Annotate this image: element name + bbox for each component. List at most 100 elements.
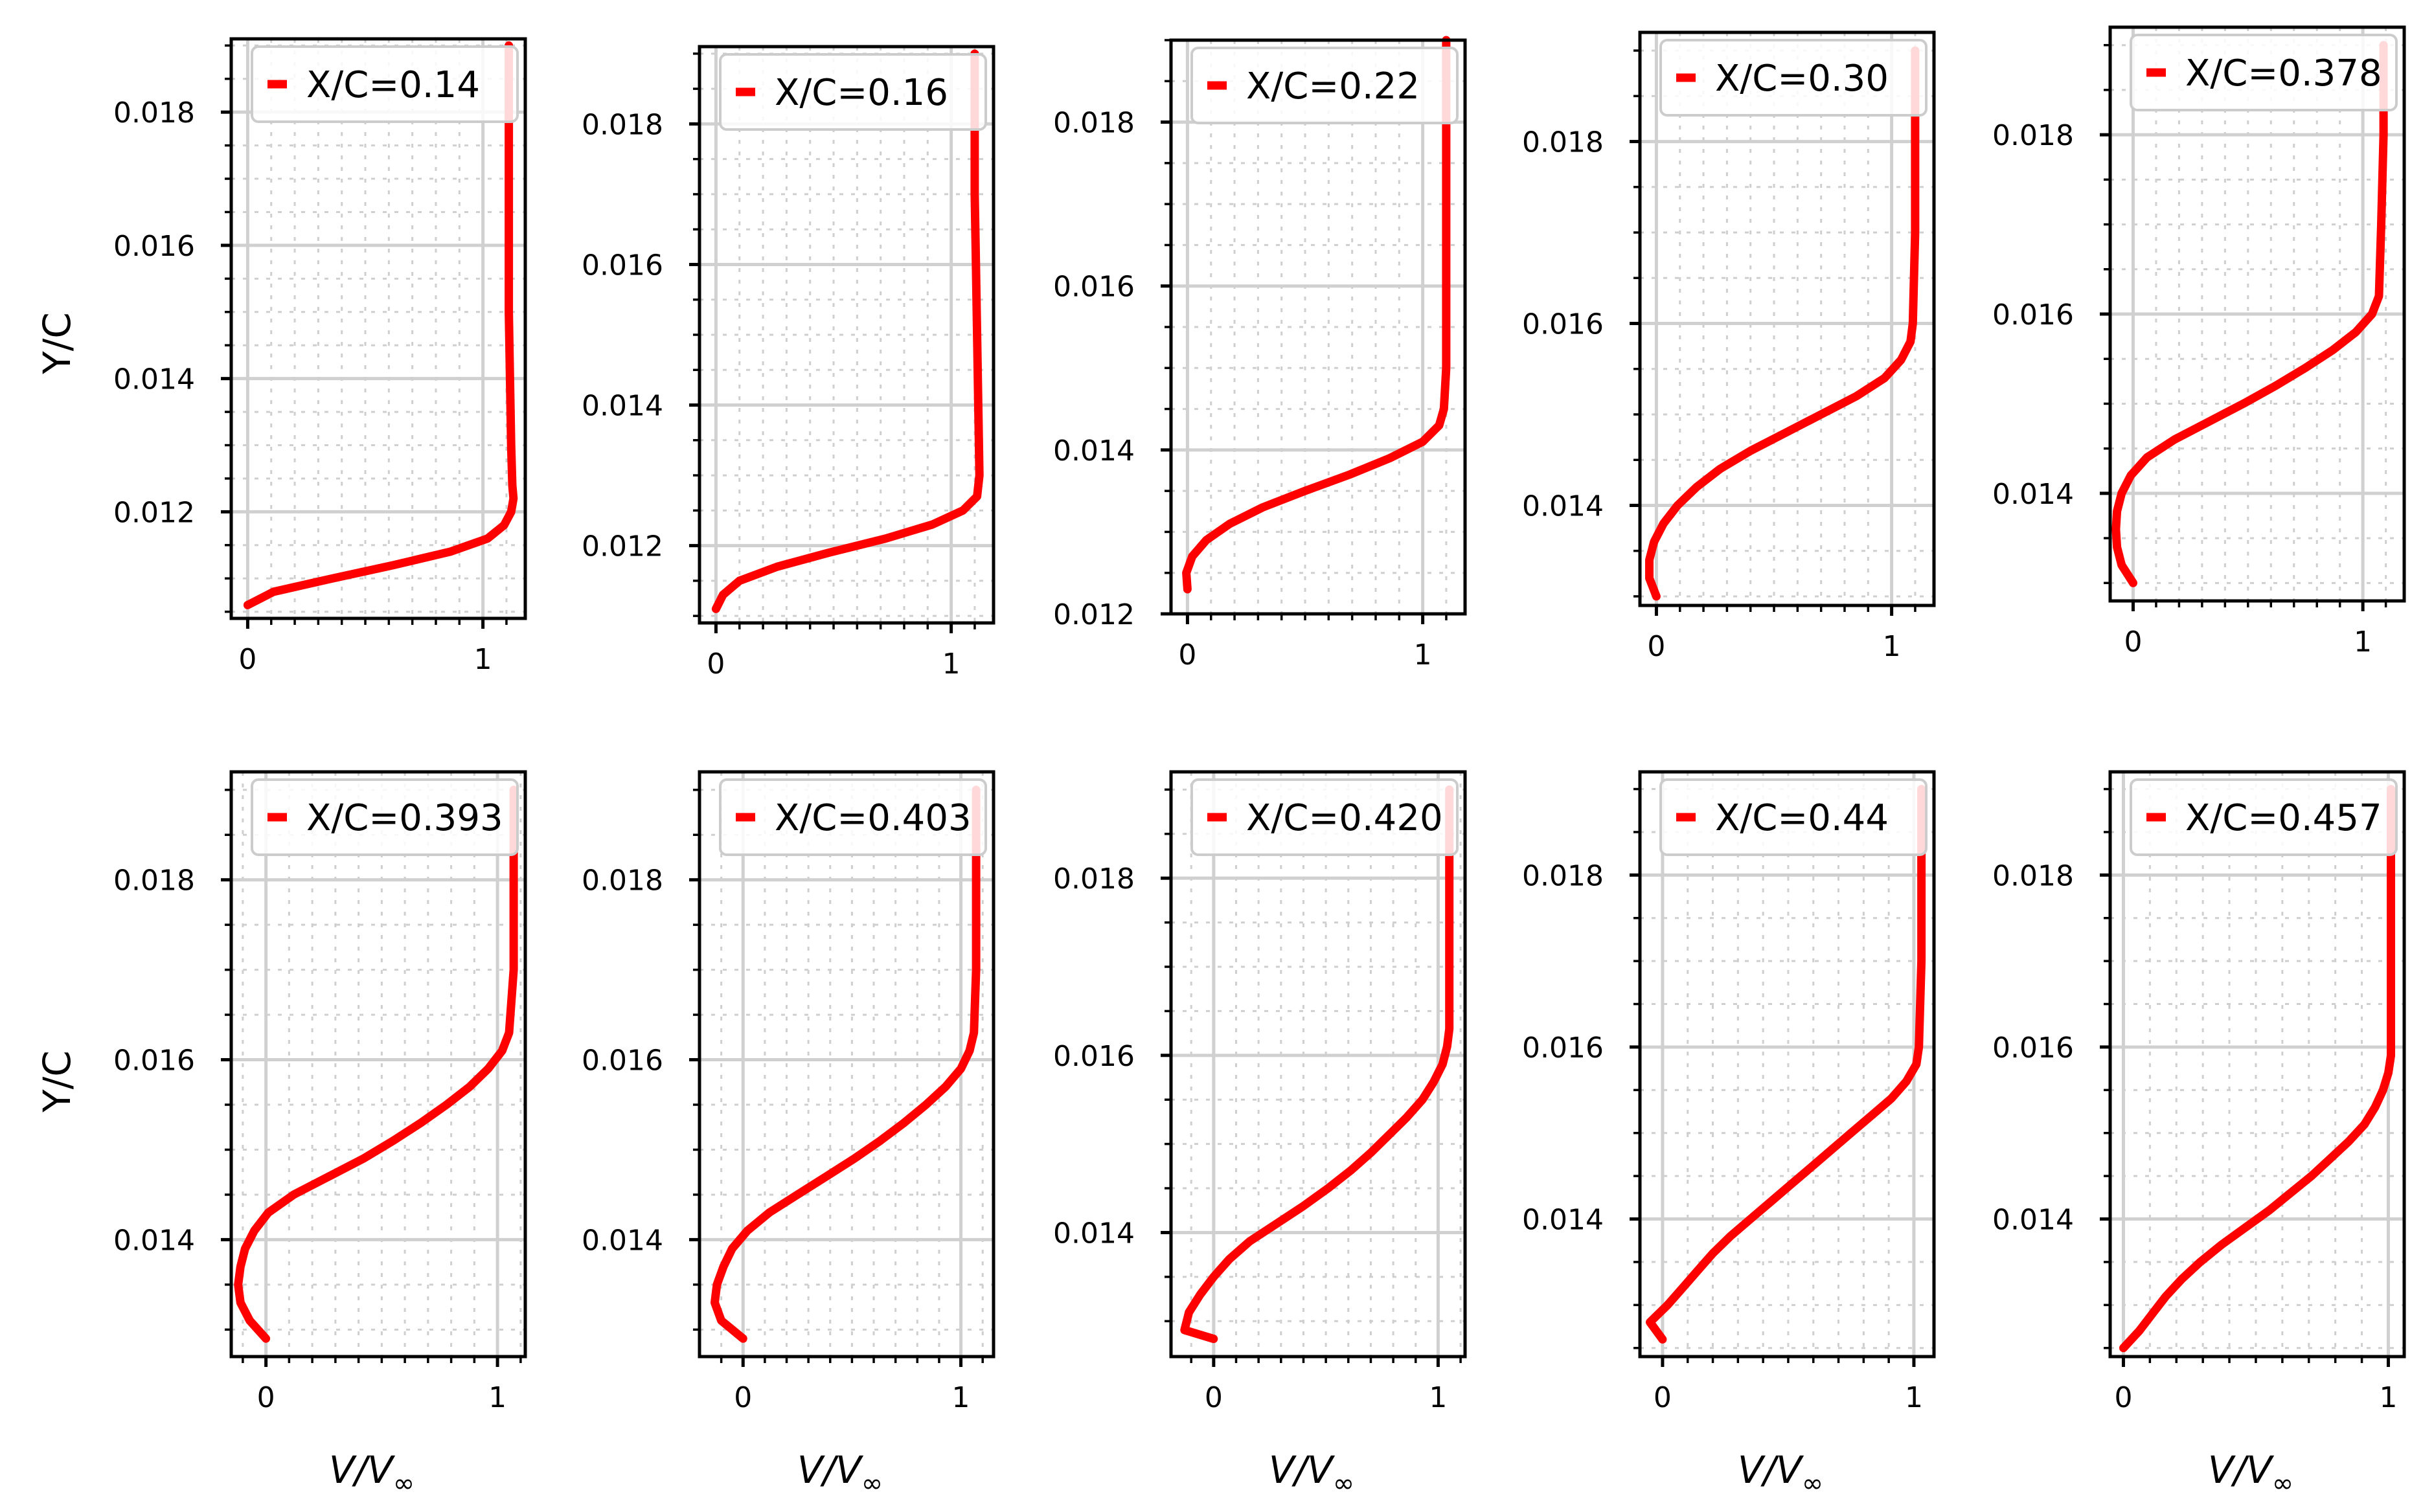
grid xyxy=(1171,39,1465,616)
y-tick-label: 0.018 xyxy=(582,864,663,897)
x-tick-label: 1 xyxy=(952,1381,970,1414)
legend-label: X/C=0.403 xyxy=(775,797,972,839)
axes-frame xyxy=(2108,25,2406,603)
x-tick-label: 0 xyxy=(1654,1381,1672,1414)
x-axis-title: V/V∞ xyxy=(797,1448,883,1498)
series-line xyxy=(234,785,518,1343)
legend: X/C=0.22 xyxy=(1190,47,1459,124)
legend: X/C=0.457 xyxy=(2130,778,2398,856)
y-tick-label: 0.014 xyxy=(1522,490,1604,523)
x-tick-label: 1 xyxy=(474,643,492,676)
axes-frame xyxy=(2108,770,2406,1359)
x-tick-label: 0 xyxy=(1647,630,1665,663)
x-tick-label: 1 xyxy=(1905,1381,1923,1414)
y-tick-label: 0.012 xyxy=(582,530,663,563)
legend-label: X/C=0.378 xyxy=(2185,52,2382,95)
series-line xyxy=(1646,785,1926,1344)
x-tick-label: 0 xyxy=(2114,1381,2132,1414)
legend-box xyxy=(1190,47,1459,124)
series-line xyxy=(2119,785,2395,1353)
subplot-10: 0 1 0.014 0.016 0.018 X/C=0.457 xyxy=(1992,770,2406,1414)
x-tick-label: 1 xyxy=(488,1381,506,1414)
legend-label: X/C=0.16 xyxy=(775,72,948,114)
series-line xyxy=(1645,46,1920,601)
series-line xyxy=(711,49,984,613)
y-tick-label: 0.014 xyxy=(113,363,195,396)
y-tick-label: 0.014 xyxy=(113,1224,195,1257)
x-tick-label: 1 xyxy=(2354,626,2372,659)
legend: X/C=0.378 xyxy=(2130,34,2398,111)
y-tick-label: 0.012 xyxy=(1053,598,1135,631)
legend: X/C=0.393 xyxy=(251,778,519,856)
legend-box xyxy=(2130,778,2398,856)
series-line xyxy=(1180,785,1454,1344)
axes-frame xyxy=(229,37,527,620)
y-tick-label: 0.016 xyxy=(1053,1040,1135,1073)
legend-label: X/C=0.393 xyxy=(306,797,503,839)
y-tick-label: 0.018 xyxy=(113,864,195,897)
series-line xyxy=(711,785,981,1343)
y-tick-label: 0.014 xyxy=(1053,1217,1135,1250)
y-tick-label: 0.014 xyxy=(1992,478,2074,511)
legend-box xyxy=(2130,34,2398,111)
y-tick-label: 0.016 xyxy=(113,1044,195,1078)
x-tick-label: 0 xyxy=(707,648,725,681)
x-axis-title: V/V∞ xyxy=(329,1448,415,1498)
y-tick-label: 0.016 xyxy=(1992,299,2074,332)
x-axis-titles: V/V∞ V/V∞ V/V∞ V/V∞ V/V∞ xyxy=(329,1448,2293,1498)
y-axis-title-bottom: Y/C xyxy=(35,1050,79,1112)
legend: X/C=0.16 xyxy=(719,53,987,131)
x-tick-label: 1 xyxy=(1883,630,1901,663)
axes-frame xyxy=(1169,770,1467,1359)
y-tick-label: 0.018 xyxy=(1522,859,1604,892)
x-tick-label: 0 xyxy=(257,1381,275,1414)
y-tick-label: 0.014 xyxy=(582,1224,663,1257)
legend-label: X/C=0.420 xyxy=(1246,797,1443,839)
y-tick-label: 0.016 xyxy=(1522,308,1604,341)
legend-box xyxy=(1659,39,1928,117)
axes-frame xyxy=(1638,770,1936,1359)
y-tick-label: 0.018 xyxy=(1992,119,2074,152)
y-tick-label: 0.016 xyxy=(1053,271,1135,304)
x-tick-label: 1 xyxy=(1429,1381,1447,1414)
x-axis-title: V/V∞ xyxy=(1269,1448,1354,1498)
legend: X/C=0.420 xyxy=(1190,778,1459,856)
x-axis-title-subscript: ∞ xyxy=(2272,1469,2293,1498)
axes-frame xyxy=(229,770,527,1359)
legend-box xyxy=(1659,778,1928,856)
legend-label: X/C=0.44 xyxy=(1715,797,1889,839)
subplot-8: 0 1 0.014 0.016 0.018 X/C=0.420 xyxy=(1053,770,1467,1414)
series-line xyxy=(2111,41,2388,587)
y-tick-label: 0.016 xyxy=(113,230,195,263)
legend: X/C=0.44 xyxy=(1659,778,1928,856)
subplot-2: 0 1 0.012 0.014 0.016 0.018 X/C=0.16 xyxy=(582,45,995,681)
legend-label: X/C=0.22 xyxy=(1246,65,1420,107)
x-axis-title-subscript: ∞ xyxy=(861,1469,883,1498)
subplot-1: 0 1 0.012 0.014 0.016 0.018 X/C=0.14 xyxy=(113,37,527,676)
y-tick-label: 0.018 xyxy=(113,96,195,130)
grid xyxy=(231,39,525,618)
x-axis-title-subscript: ∞ xyxy=(1333,1469,1354,1498)
subplot-5: 0 1 0.014 0.016 0.018 X/C=0.378 xyxy=(1992,25,2406,659)
y-tick-label: 0.016 xyxy=(1522,1032,1604,1065)
y-tick-label: 0.016 xyxy=(582,249,663,282)
grid xyxy=(699,772,994,1357)
subplot-6: 0 1 0.014 0.016 0.018 X/C=0.393 xyxy=(113,770,527,1414)
x-axis-title-subscript: ∞ xyxy=(393,1469,415,1498)
grid xyxy=(2110,27,2404,601)
x-tick-label: 1 xyxy=(2379,1381,2397,1414)
y-tick-label: 0.014 xyxy=(1053,434,1135,468)
y-tick-label: 0.018 xyxy=(1992,859,2074,892)
x-axis-title: V/V∞ xyxy=(2208,1448,2293,1498)
x-tick-label: 0 xyxy=(1178,638,1196,671)
grid xyxy=(231,772,525,1357)
legend: X/C=0.403 xyxy=(719,778,987,856)
subplot-4: 0 1 0.014 0.016 0.018 X/C=0.30 xyxy=(1522,30,1936,663)
axes-frame xyxy=(698,770,995,1359)
legend-box xyxy=(1190,778,1459,856)
axes-frame xyxy=(1169,38,1467,616)
subplot-3: 0 1 0.012 0.014 0.016 0.018 X/C=0.22 xyxy=(1053,36,1467,671)
subplot-7: 0 1 0.014 0.016 0.018 X/C=0.403 xyxy=(582,770,995,1414)
y-tick-label: 0.018 xyxy=(1522,126,1604,159)
